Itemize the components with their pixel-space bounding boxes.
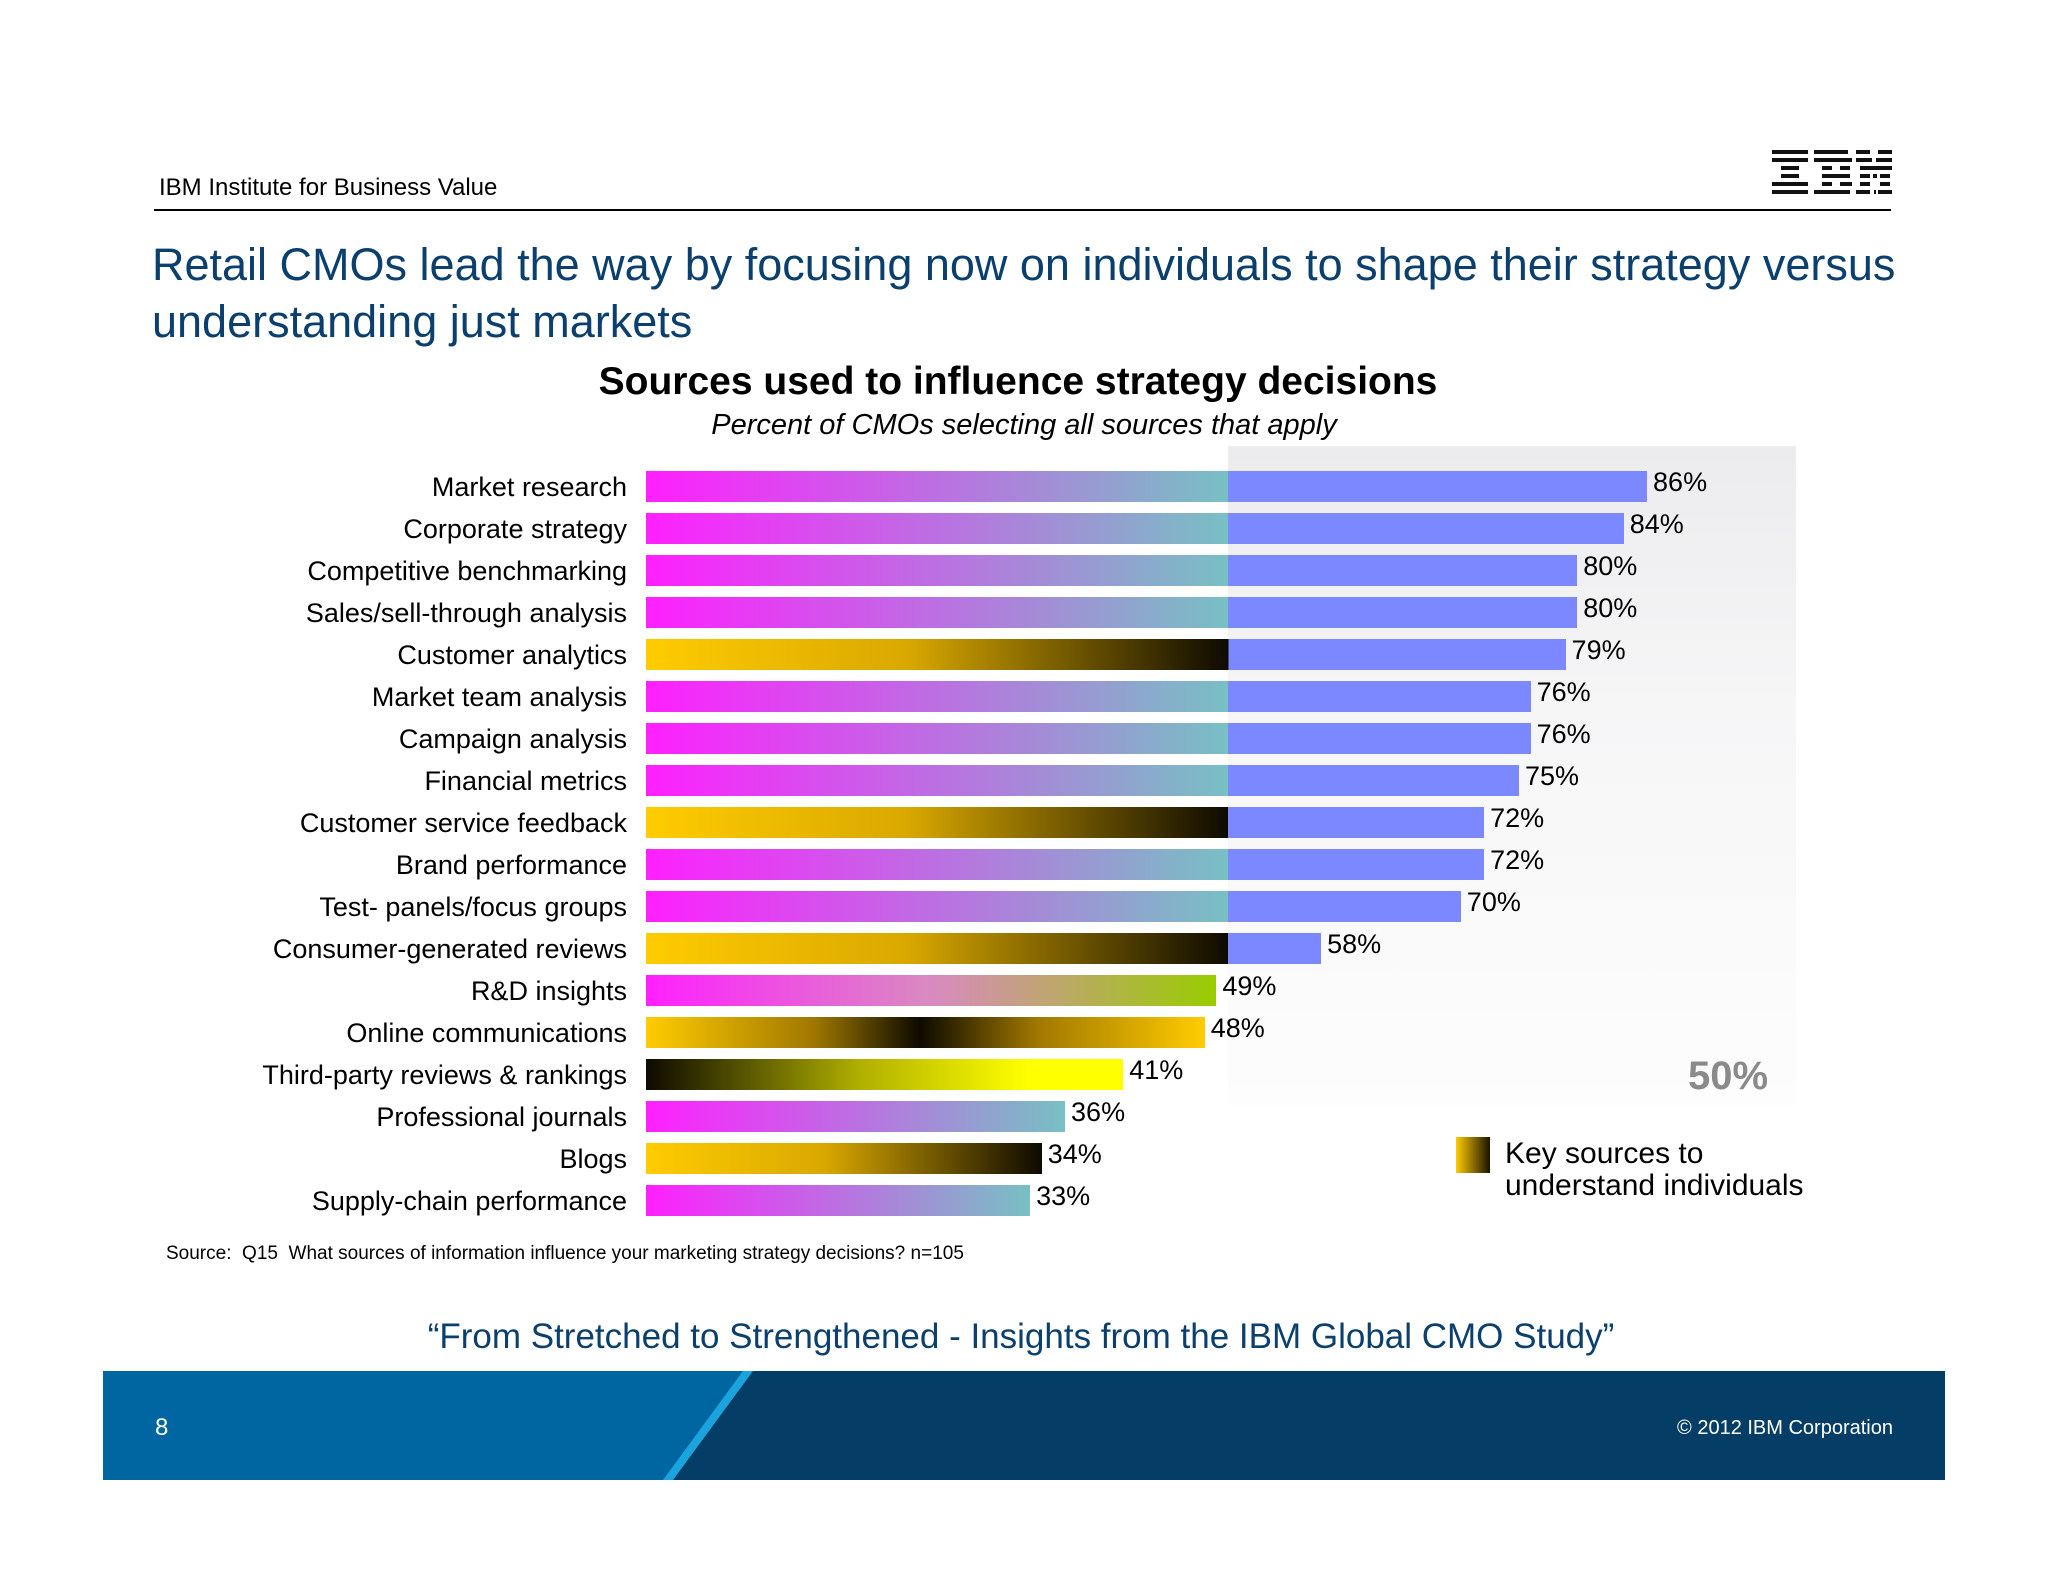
category-label: Financial metrics [424, 766, 627, 796]
source-note: Source: Q15 What sources of information … [166, 1243, 964, 1264]
bar [646, 681, 1531, 712]
bar [646, 513, 1624, 544]
value-label: 76% [1536, 677, 1591, 707]
category-label: Blogs [559, 1144, 627, 1174]
category-label: Customer service feedback [299, 808, 627, 838]
category-label: Consumer-generated reviews [272, 934, 627, 964]
category-label: Third-party reviews & rankings [262, 1060, 627, 1090]
bar [646, 765, 1519, 796]
bar [646, 471, 1648, 502]
value-label: 48% [1210, 1013, 1265, 1043]
category-label: Supply-chain performance [311, 1186, 627, 1216]
threshold-label: 50% [1688, 1054, 1769, 1098]
bar [646, 723, 1531, 754]
category-label: Sales/sell-through analysis [305, 598, 627, 628]
bar [646, 597, 1578, 628]
bar [646, 891, 1461, 922]
legend-label-text: Key sources to understand individuals [1505, 1137, 1804, 1202]
bar [646, 1017, 1205, 1048]
value-label: 80% [1583, 593, 1638, 623]
header-divider [154, 209, 1891, 211]
bar [646, 639, 1566, 670]
value-label: 41% [1129, 1055, 1184, 1085]
bar [646, 1185, 1031, 1216]
bar [646, 555, 1578, 586]
value-label: 75% [1525, 761, 1580, 791]
value-label: 36% [1071, 1097, 1126, 1127]
value-label: 72% [1490, 803, 1545, 833]
bar [646, 849, 1485, 880]
copyright: © 2012 IBM Corporation [1677, 1417, 1893, 1439]
chart-title-text: Sources used to influence strategy decis… [598, 360, 1438, 403]
bar [646, 933, 1322, 964]
category-label: Customer analytics [397, 640, 627, 670]
value-label: 79% [1571, 635, 1626, 665]
chart-subtitle: Percent of CMOs selecting all sources th… [711, 409, 1337, 441]
category-label: R&D insights [470, 976, 627, 1006]
page-number: 8 [155, 1414, 169, 1441]
category-label: Test- panels/focus groups [319, 892, 627, 922]
footer-accent [103, 1371, 748, 1480]
value-label: 76% [1536, 719, 1591, 749]
bar [646, 1101, 1066, 1132]
category-label: Campaign analysis [398, 724, 627, 754]
value-label: 72% [1490, 845, 1545, 875]
legend-label: Key sources to understand individuals [1505, 1138, 1805, 1202]
chart-title: Sources used to influence strategy decis… [0, 360, 2048, 404]
slide-title: Retail CMOs lead the way by focusing now… [152, 239, 1896, 347]
value-label: 49% [1222, 971, 1277, 1001]
value-label: 33% [1036, 1181, 1091, 1211]
value-label: 84% [1629, 509, 1684, 539]
bar [646, 1059, 1124, 1090]
value-label: 80% [1583, 551, 1638, 581]
study-quote: “From Stretched to Strengthened - Insigh… [427, 1317, 1615, 1356]
value-label: 58% [1327, 929, 1382, 959]
bar [646, 975, 1217, 1006]
footer-band: 8 © 2012 IBM Corporation [103, 1371, 1945, 1480]
ibm-logo [1772, 150, 1892, 194]
legend-swatch [1456, 1137, 1490, 1173]
category-label: Professional journals [376, 1102, 627, 1132]
category-label: Competitive benchmarking [307, 556, 627, 586]
value-label: 34% [1047, 1139, 1102, 1169]
value-label: 70% [1466, 887, 1521, 917]
category-label: Market research [431, 472, 627, 502]
org-name: IBM Institute for Business Value [159, 174, 498, 201]
category-label: Online communications [346, 1018, 627, 1048]
bar [646, 807, 1485, 838]
bar [646, 1143, 1042, 1174]
category-label: Corporate strategy [403, 514, 627, 544]
category-label: Brand performance [395, 850, 627, 880]
value-label: 86% [1653, 467, 1708, 497]
category-label: Market team analysis [371, 682, 627, 712]
